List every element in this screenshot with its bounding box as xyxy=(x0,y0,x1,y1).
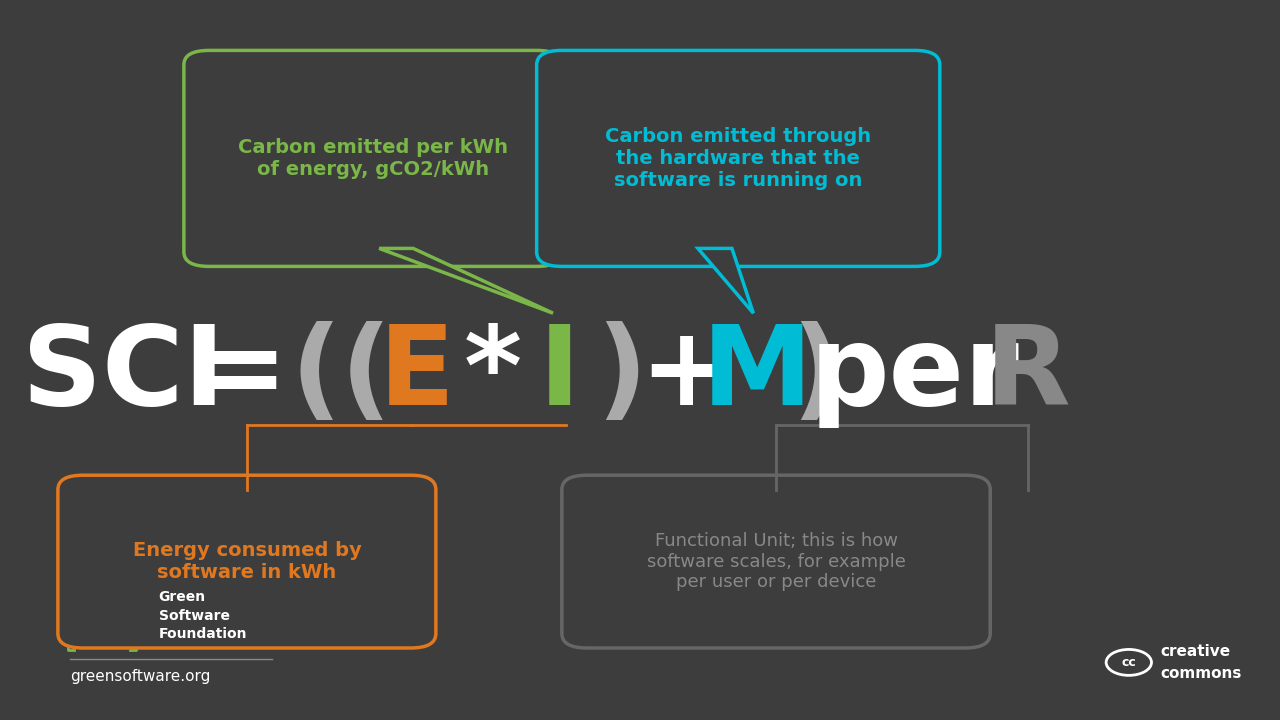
Text: per: per xyxy=(810,321,1020,428)
Text: +: + xyxy=(639,321,732,428)
Text: I: I xyxy=(539,321,580,428)
Text: Carbon emitted through
the hardware that the
software is running on: Carbon emitted through the hardware that… xyxy=(605,127,872,190)
Text: ): ) xyxy=(791,321,842,428)
Text: =: = xyxy=(195,321,287,428)
Text: *: * xyxy=(463,321,522,428)
FancyBboxPatch shape xyxy=(58,475,436,648)
Text: Green
Software
Foundation: Green Software Foundation xyxy=(159,590,247,641)
Text: cc: cc xyxy=(1121,656,1137,669)
Text: Energy consumed by
software in kWh: Energy consumed by software in kWh xyxy=(133,541,361,582)
Text: Carbon emitted per kWh
of energy, gCO2/kWh: Carbon emitted per kWh of energy, gCO2/k… xyxy=(238,138,508,179)
Polygon shape xyxy=(379,248,553,313)
FancyBboxPatch shape xyxy=(184,50,562,266)
FancyBboxPatch shape xyxy=(536,50,940,266)
Text: ((: (( xyxy=(291,321,392,428)
Text: R: R xyxy=(986,321,1071,428)
Text: SCI: SCI xyxy=(22,321,225,428)
Text: M: M xyxy=(701,321,813,428)
Text: creative: creative xyxy=(1160,644,1230,659)
Text: ): ) xyxy=(595,321,646,428)
FancyBboxPatch shape xyxy=(562,475,991,648)
Text: greensoftware.org: greensoftware.org xyxy=(70,670,211,684)
Text: commons: commons xyxy=(1160,666,1242,680)
Text: Functional Unit; this is how
software scales, for example
per user or per device: Functional Unit; this is how software sc… xyxy=(646,532,905,591)
Polygon shape xyxy=(698,248,754,313)
Text: E: E xyxy=(379,321,454,428)
